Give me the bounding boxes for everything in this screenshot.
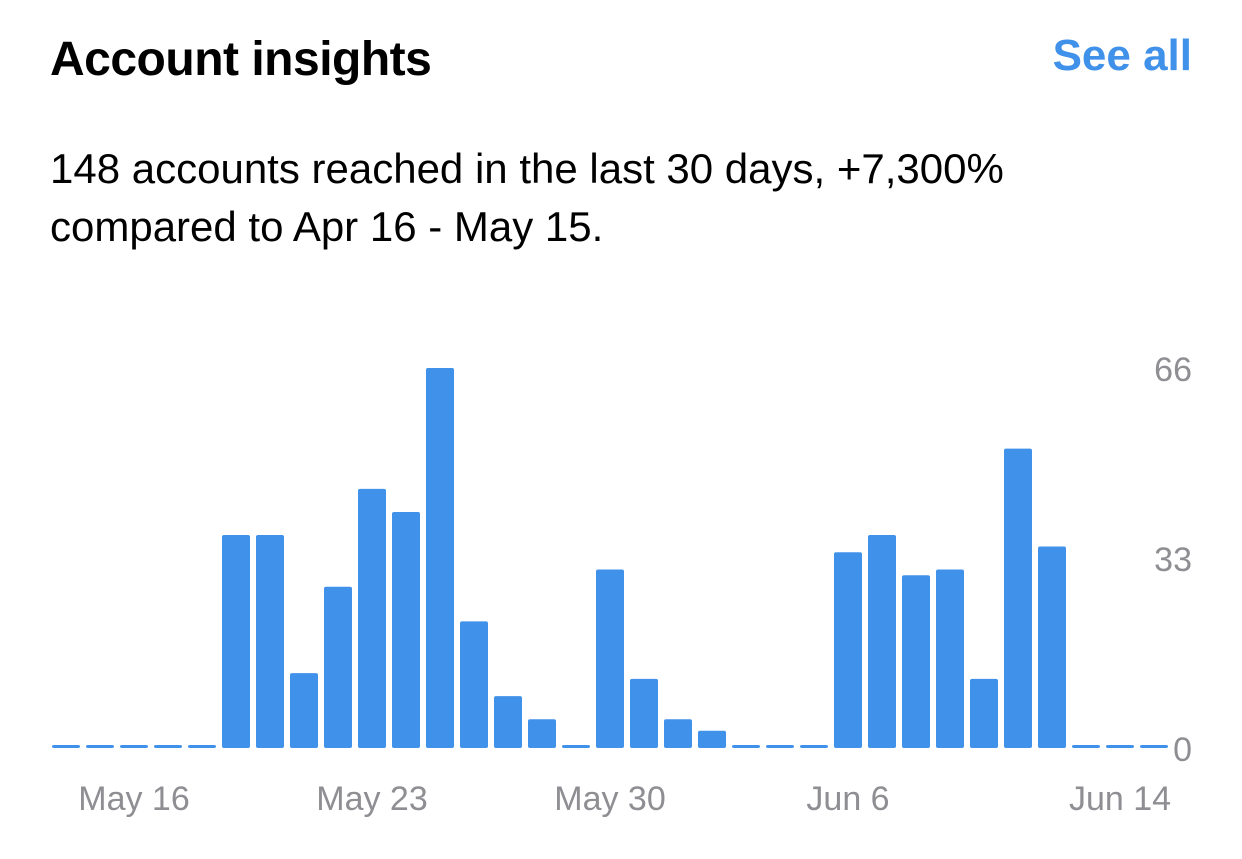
bar-may-18 xyxy=(188,745,216,748)
see-all-link[interactable]: See all xyxy=(1052,31,1192,80)
x-tick-label: May 23 xyxy=(316,780,428,818)
bar-jun-14 xyxy=(1106,745,1134,748)
bar-may-21 xyxy=(290,673,318,748)
bar-may-28 xyxy=(528,719,556,748)
bar-jun-9 xyxy=(936,569,964,748)
bar-jun-13 xyxy=(1072,745,1100,748)
bar-may-15 xyxy=(86,745,114,748)
bar-may-23 xyxy=(358,488,386,748)
y-tick-label: 0 xyxy=(1173,731,1192,769)
bar-may-17 xyxy=(154,745,182,748)
bar-may-26 xyxy=(460,621,488,748)
reach-summary: 148 accounts reached in the last 30 days… xyxy=(50,145,1004,250)
bars-group xyxy=(52,368,1168,748)
bar-may-31 xyxy=(630,678,658,748)
page-title: Account insights xyxy=(50,33,432,86)
bar-may-24 xyxy=(392,511,420,748)
bar-jun-4 xyxy=(766,745,794,748)
header: Account insights See all xyxy=(0,0,1242,110)
bar-may-29 xyxy=(562,745,590,748)
y-tick-label: 33 xyxy=(1154,541,1192,579)
bar-jun-12 xyxy=(1038,546,1066,748)
bar-jun-11 xyxy=(1004,448,1032,748)
bar-jun-15 xyxy=(1140,745,1168,748)
y-tick-label: 66 xyxy=(1154,351,1192,389)
bar-jun-2 xyxy=(698,730,726,748)
x-tick-label: Jun 6 xyxy=(806,780,889,818)
bar-may-30 xyxy=(596,569,624,748)
bar-may-16 xyxy=(120,745,148,748)
bar-jun-6 xyxy=(834,552,862,748)
bar-jun-7 xyxy=(868,534,896,748)
x-axis: May 16 May 23 May 30 Jun 6 Jun 14 xyxy=(78,780,1171,818)
x-tick-label: Jun 14 xyxy=(1069,780,1171,818)
reach-bar-chart: 0 33 66 May 16 May 23 May 30 Jun 6 Jun 14 xyxy=(52,351,1192,818)
x-tick-label: May 30 xyxy=(554,780,666,818)
bar-jun-3 xyxy=(732,745,760,748)
bar-may-27 xyxy=(494,696,522,748)
bar-jun-8 xyxy=(902,575,930,748)
bar-may-20 xyxy=(256,534,284,748)
bar-jun-1 xyxy=(664,719,692,748)
bar-may-14 xyxy=(52,745,80,748)
bar-may-22 xyxy=(324,586,352,748)
x-tick-label: May 16 xyxy=(78,780,190,818)
bar-jun-5 xyxy=(800,745,828,748)
y-axis: 0 33 66 xyxy=(1154,351,1192,769)
bar-may-25 xyxy=(426,368,454,748)
bar-jun-10 xyxy=(970,678,998,748)
bar-may-19 xyxy=(222,534,250,748)
